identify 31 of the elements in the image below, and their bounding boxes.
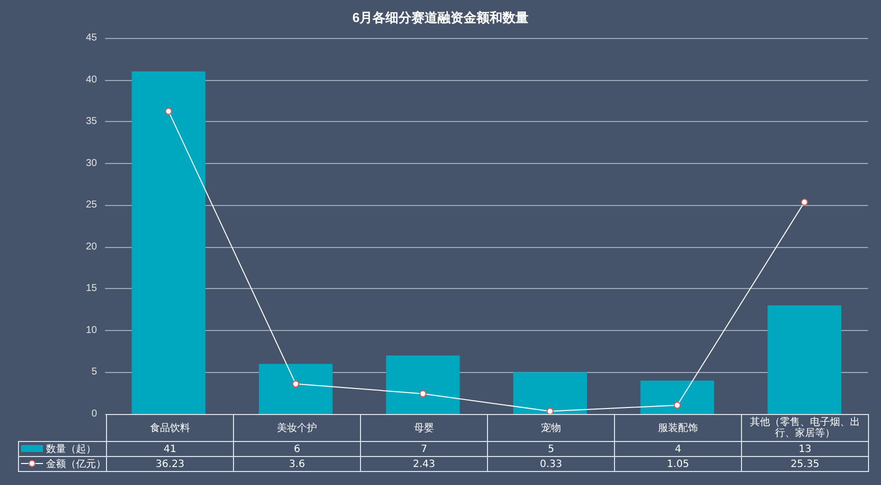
y-tick-label: 30 [86, 158, 98, 169]
y-tick-label: 35 [86, 116, 98, 128]
legend-label: 金额（亿元） [46, 458, 106, 470]
y-tick-label: 40 [86, 74, 98, 86]
x-tick-label: 美妆个护 [234, 414, 360, 442]
data-label: 6 [234, 442, 360, 456]
x-tick-label: 服装配饰 [614, 414, 742, 442]
chart-title: 6月各细分赛道融资金额和数量 [352, 10, 529, 25]
x-tick-label: 食品饮料 [106, 414, 234, 442]
x-tick-label: 母婴 [360, 414, 488, 442]
data-label: 4 [614, 442, 742, 456]
y-tick-label: 45 [86, 32, 98, 44]
y-tick-label: 20 [86, 241, 98, 252]
y-tick-label: 5 [91, 366, 98, 378]
y-tick-label: 10 [86, 324, 98, 336]
y-tick-label: 15 [86, 283, 98, 294]
x-tick-label: 宠物 [488, 414, 614, 442]
legend-label: 数量（起） [46, 444, 96, 454]
data-label: 1.05 [614, 456, 742, 472]
data-label: 0.33 [488, 456, 614, 472]
data-label: 3.6 [234, 456, 360, 472]
data-label: 13 [742, 442, 868, 456]
data-label: 41 [106, 442, 234, 456]
data-label: 36.23 [106, 456, 234, 472]
data-label: 5 [488, 442, 614, 456]
y-tick-label: 25 [86, 200, 98, 211]
y-tick-label: 0 [91, 408, 98, 420]
x-tick-label: 其他（零售、电子烟、出行、家居等） [742, 414, 868, 442]
data-label: 7 [360, 442, 488, 456]
data-label: 25.35 [742, 456, 868, 472]
data-label: 2.43 [360, 456, 488, 472]
